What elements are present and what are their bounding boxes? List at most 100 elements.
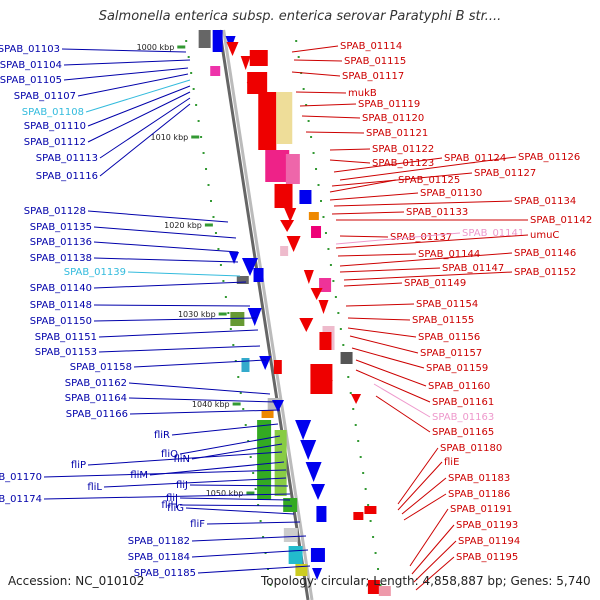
right-leader-line <box>409 508 449 567</box>
gene-feature <box>274 184 293 208</box>
left-gene-label: SPAB_01148 <box>30 300 92 311</box>
left-leader-line <box>189 484 289 487</box>
right-gene-label: SPAB_01126 <box>518 152 580 163</box>
track-dot <box>202 152 205 154</box>
gene-feature <box>340 352 353 364</box>
right-leader-line <box>347 317 411 321</box>
left-leader-line <box>87 91 191 143</box>
track-dot <box>205 168 208 170</box>
track-dot <box>195 104 198 106</box>
kbp-label: 1010 kbp <box>151 133 189 142</box>
left-gene-label: fliJ <box>176 480 188 491</box>
left-gene-label: SPAB_01128 <box>24 206 86 217</box>
track-dot <box>254 488 257 490</box>
left-leader-line <box>87 210 229 223</box>
gene-arrow <box>311 484 326 500</box>
left-gene-label: fliM <box>130 470 148 481</box>
left-gene-label: SPAB_01150 <box>30 316 92 327</box>
right-leader-line <box>411 524 455 575</box>
left-gene-label: SPAB_01158 <box>70 362 132 373</box>
right-gene-label: SPAB_01152 <box>514 267 576 278</box>
track-dot <box>354 424 357 426</box>
right-gene-label: SPAB_01117 <box>342 71 404 82</box>
track-dot <box>214 232 217 234</box>
left-gene-label: SPAB_01110 <box>24 121 86 132</box>
right-leader-line <box>291 45 339 53</box>
track-dot <box>339 328 342 330</box>
gene-feature <box>367 580 380 594</box>
right-gene-label: SPAB_01144 <box>418 249 480 260</box>
kbp-label: 1020 kbp <box>164 221 202 230</box>
right-gene-label: umuC <box>530 230 559 241</box>
left-gene-label: SPAB_01113 <box>36 153 98 164</box>
right-leader-line <box>339 252 513 267</box>
gene-feature <box>230 312 245 326</box>
gene-feature <box>241 358 250 372</box>
gene-feature <box>319 332 332 350</box>
left-gene-label: SPAB_01162 <box>65 378 127 389</box>
right-leader-line <box>343 271 513 281</box>
left-leader-line <box>87 451 283 466</box>
left-leader-line <box>43 493 291 500</box>
gene-feature <box>310 548 325 562</box>
track-dot <box>269 584 272 586</box>
track-dot <box>362 472 365 474</box>
left-gene-label: SPAB_01116 <box>36 171 98 182</box>
right-gene-label: SPAB_01155 <box>412 315 474 326</box>
right-leader-line <box>329 159 371 164</box>
track-dot <box>312 152 315 154</box>
gene-feature <box>249 50 268 66</box>
right-leader-line <box>293 59 343 62</box>
right-gene-label: SPAB_01114 <box>340 41 402 52</box>
gene-arrow <box>318 380 333 390</box>
track-dot <box>377 568 380 570</box>
gene-feature <box>285 154 300 184</box>
right-leader-line <box>339 235 389 238</box>
left-leader-line <box>103 477 287 488</box>
left-leader-line <box>63 59 191 66</box>
left-leader-line <box>99 97 191 159</box>
track-dot <box>247 440 250 442</box>
right-leader-line <box>345 303 415 307</box>
right-leader-line <box>333 157 443 173</box>
right-gene-label: SPAB_01134 <box>514 196 576 207</box>
left-gene-label: SPAB_01184 <box>128 552 190 563</box>
left-leader-line <box>43 469 287 478</box>
gene-feature <box>273 360 282 374</box>
right-leader-line <box>413 540 457 583</box>
kbp-label: 1000 kbp <box>137 43 175 52</box>
gene-arrow <box>300 440 317 460</box>
left-gene-label: fliR <box>154 430 170 441</box>
track-dot <box>379 584 382 586</box>
left-gene-label: SPAB_01170 <box>0 472 42 483</box>
track-dot <box>297 56 300 58</box>
left-gene-label: SPAB_01185 <box>134 568 196 579</box>
track-dot <box>252 472 255 474</box>
gene-feature <box>265 150 290 182</box>
left-leader-line <box>63 67 189 81</box>
right-gene-label: SPAB_01154 <box>416 299 478 310</box>
right-leader-line <box>331 172 473 187</box>
gene-feature <box>310 364 333 394</box>
track-dot <box>374 552 377 554</box>
gene-arrow <box>226 42 239 56</box>
track-dot <box>237 376 240 378</box>
left-gene-label: SPAB_01151 <box>35 332 97 343</box>
track-dot <box>232 344 235 346</box>
left-leader-line <box>185 507 295 515</box>
left-leader-line <box>98 345 261 353</box>
gene-arrow <box>286 236 301 252</box>
left-gene-label: SPAB_01140 <box>30 283 92 294</box>
left-gene-label: SPAB_01139 <box>64 267 126 278</box>
right-gene-label: SPAB_01130 <box>420 188 482 199</box>
right-leader-line <box>403 493 447 521</box>
gene-arrow <box>303 270 314 284</box>
track-dot <box>349 392 352 394</box>
right-gene-label: SPAB_01193 <box>456 520 518 531</box>
right-leader-line <box>397 461 443 511</box>
track-dot <box>302 88 305 90</box>
right-leader-line <box>355 369 431 403</box>
gene-feature <box>198 30 211 48</box>
left-leader-line <box>127 271 241 277</box>
